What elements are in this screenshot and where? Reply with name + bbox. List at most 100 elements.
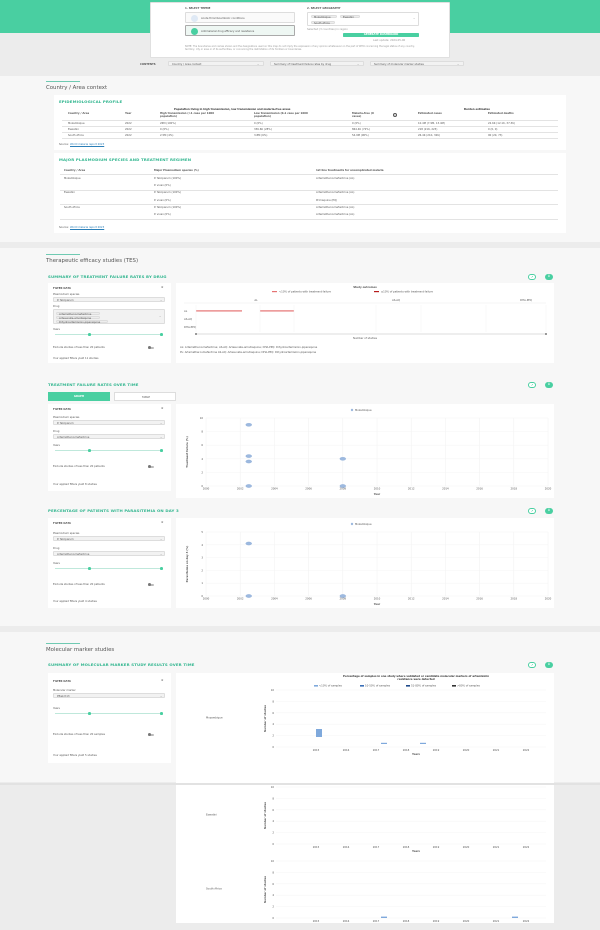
years-slider-end[interactable]: [160, 712, 163, 715]
chevron-down-icon: ⌄: [160, 694, 163, 698]
x-axis-label: Years: [411, 849, 420, 853]
years-slider[interactable]: [55, 713, 163, 714]
species-select[interactable]: P. falciparum ⌄: [53, 536, 165, 541]
x-tick: 2021: [493, 919, 500, 923]
drug-select[interactable]: Artemether-lumefantrine ⌄: [53, 551, 165, 556]
years-slider-start[interactable]: [88, 333, 91, 336]
table-cell: 0 (0, 0): [488, 128, 498, 131]
share-icon[interactable]: ↗: [528, 274, 536, 280]
settings-icon[interactable]: ⚙: [161, 286, 164, 289]
contents-item[interactable]: Summary of molecular marker studies ⌄: [370, 61, 464, 66]
geo-chip[interactable]: Eswatini: [340, 15, 360, 19]
y-axis-label: Treatment failure (%): [185, 436, 189, 467]
country-label: Eswatini: [206, 813, 217, 817]
theme-option-label: Acute thromboembolic conditions: [201, 17, 245, 20]
table-divider: [60, 204, 558, 205]
exclude-toggle[interactable]: [148, 465, 154, 469]
years-slider[interactable]: [55, 450, 163, 451]
years-slider[interactable]: [55, 568, 163, 569]
geo-chip[interactable]: South Africa: [311, 20, 335, 25]
share-icon[interactable]: ↗: [528, 382, 536, 388]
info-icon[interactable]: i: [393, 113, 397, 117]
source-link[interactable]: World malaria report 2023: [70, 143, 105, 146]
years-slider-start[interactable]: [88, 712, 91, 715]
drug-chip[interactable]: Dihydroartemisinin-piperaquine: [56, 320, 108, 324]
share-icon[interactable]: ↗: [528, 508, 536, 514]
species-select[interactable]: P. falciparum ⌄: [53, 420, 165, 425]
tab-graph[interactable]: GRAPH: [48, 392, 110, 401]
chevron-down-icon[interactable]: ⌄: [413, 17, 416, 20]
table-cell: Primaquine (PQ): [316, 198, 338, 202]
x-tick: 2022: [523, 919, 530, 923]
download-icon[interactable]: ⬇: [545, 274, 553, 280]
bar: [316, 729, 322, 737]
years-slider-start[interactable]: [88, 567, 91, 570]
x-tick: 2019: [433, 845, 440, 849]
y-tick: 8: [272, 870, 274, 874]
filter-card: FILTER DATA ⚙ Plasmodium species P. falc…: [48, 404, 171, 491]
source-label: Source:: [59, 143, 69, 146]
drug-chip[interactable]: Artemether-lumefantrine: [56, 311, 100, 316]
download-icon[interactable]: ⬇: [545, 662, 553, 668]
legend-swatch: [406, 685, 410, 687]
y-tick: 4: [272, 893, 274, 897]
filter-title: FILTER DATA: [53, 522, 71, 525]
bar: [381, 742, 387, 744]
marker-select[interactable]: Pfkelch13 ⌄: [53, 693, 165, 698]
source-link[interactable]: World malaria report 2023: [70, 226, 105, 229]
data-point: [339, 484, 346, 488]
years-slider-start[interactable]: [88, 449, 91, 452]
table-cell: 864.4K (72%): [352, 128, 370, 131]
contents-item[interactable]: Country / Area context ⌄: [168, 61, 264, 66]
table-cell: Eswatini: [64, 191, 75, 195]
y-tick: 6: [272, 882, 274, 886]
species-select[interactable]: P. falciparum ⌄: [53, 297, 165, 302]
country-context-title: Country / Area context: [46, 85, 108, 91]
section-rule: [46, 254, 80, 255]
x-tick: 2002: [237, 597, 244, 601]
geo-chip[interactable]: Mozambique: [311, 15, 337, 19]
over-time-title: TREATMENT FAILURE RATES OVER TIME: [48, 382, 139, 387]
x-tick: 2020: [545, 597, 552, 601]
drug-select[interactable]: Artemether-lumefantrine ⌄: [53, 434, 165, 439]
years-slider[interactable]: [55, 334, 163, 335]
theme-option-1[interactable]: Acute thromboembolic conditions: [185, 12, 295, 23]
share-icon[interactable]: ↗: [528, 662, 536, 668]
settings-icon[interactable]: ⚙: [161, 679, 164, 682]
chevron-down-icon: ⌄: [160, 552, 163, 556]
download-icon[interactable]: ⬇: [545, 508, 553, 514]
exclude-label: Exclude studies of less than 20 patients: [53, 346, 105, 349]
geo-select[interactable]: Mozambique Eswatini South Africa ⌄: [307, 12, 419, 26]
drug-select[interactable]: Artemether-lumefantrine Artesunate-amodi…: [53, 309, 165, 324]
x-axis-label: Year: [373, 492, 381, 496]
drug-chip[interactable]: Artesunate-amodiaquine: [56, 315, 100, 320]
y-axis-label: Parasitemia on day 3 (%): [185, 546, 189, 583]
years-slider-end[interactable]: [160, 449, 163, 452]
theme-option-2[interactable]: Antimalarial drug efficacy and resistanc…: [185, 25, 295, 36]
data-point: [245, 459, 252, 464]
generate-dashboard-button[interactable]: GENERATE DASHBOARD: [343, 32, 419, 37]
x-axis-label: Number of studies: [353, 336, 378, 340]
settings-icon[interactable]: ⚙: [161, 521, 164, 524]
x-tick: 2010: [374, 597, 381, 601]
theme-option-icon: [191, 28, 198, 35]
bar: [260, 310, 294, 312]
x-tick: 2016: [476, 487, 483, 491]
y-tick: 0: [272, 745, 274, 749]
exclude-toggle[interactable]: [148, 346, 154, 350]
species-card: MAJOR PLASMODIUM SPECIES AND TREATMENT R…: [54, 153, 566, 233]
epi-col-header: Malaria-free (0 cases): [352, 112, 374, 119]
table-cell: 0 (0%): [160, 128, 169, 131]
contents-item[interactable]: Summary of treatment failure rates by dr…: [270, 61, 364, 66]
data-point: [245, 423, 252, 427]
years-slider-end[interactable]: [160, 333, 163, 336]
exclude-toggle[interactable]: [148, 733, 154, 737]
legend-label: ≥10% of patients with treatment failure: [381, 290, 433, 294]
settings-icon[interactable]: ⚙: [161, 407, 164, 410]
years-slider-end[interactable]: [160, 567, 163, 570]
tab-table[interactable]: TABLE: [114, 392, 176, 401]
x-tick: 2008: [339, 487, 346, 491]
exclude-toggle[interactable]: [148, 583, 154, 587]
download-icon[interactable]: ⬇: [545, 382, 553, 388]
x-tick: 2012: [408, 597, 415, 601]
